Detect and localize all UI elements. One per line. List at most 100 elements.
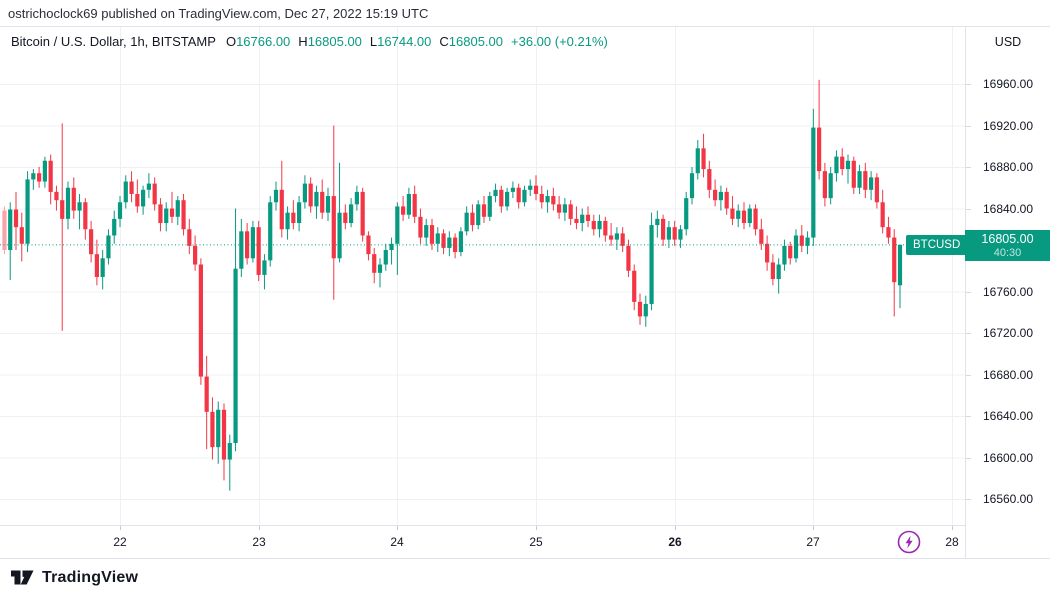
candle <box>793 229 799 263</box>
candle <box>285 206 290 240</box>
y-tick-label: 16560.00 <box>982 492 1034 506</box>
y-tick-mark <box>966 375 971 376</box>
candle <box>591 214 596 236</box>
candle <box>487 191 492 221</box>
x-tick-label: 22 <box>113 535 127 549</box>
candle <box>83 198 88 240</box>
candle <box>71 177 76 219</box>
candle <box>713 179 718 207</box>
symbol-title[interactable]: Bitcoin / U.S. Dollar, 1h, BITSTAMP <box>11 34 216 49</box>
tradingview-logo[interactable]: TradingView <box>10 568 138 587</box>
symbol-price-label: BTCUSD <box>906 235 968 255</box>
candle <box>233 208 238 452</box>
x-tick-label: 24 <box>390 535 404 549</box>
candle <box>510 181 515 199</box>
candle <box>799 225 804 253</box>
footer: TradingView <box>0 559 1050 600</box>
flash-icon-bolt <box>905 535 913 549</box>
candle <box>198 258 203 385</box>
candle <box>545 189 550 213</box>
y-tick-label: 16600.00 <box>982 451 1034 465</box>
candle <box>406 187 411 219</box>
candle <box>637 293 643 325</box>
candle <box>765 235 770 271</box>
candle <box>834 150 839 182</box>
candle <box>736 204 741 228</box>
candle <box>383 243 388 271</box>
candle <box>782 239 787 271</box>
candle <box>880 189 885 234</box>
last-price-value: 16805.00 <box>981 232 1034 246</box>
candle <box>845 154 851 184</box>
candle <box>279 160 284 238</box>
candle <box>886 216 891 244</box>
candle <box>505 187 510 211</box>
candle <box>874 173 879 209</box>
candle <box>146 173 151 199</box>
candle <box>181 193 186 236</box>
x-tick-mark <box>397 526 398 530</box>
time-axis[interactable]: 22 23 24 25 26 27 28 <box>0 525 966 558</box>
x-tick-label: 26 <box>668 535 682 549</box>
candle <box>65 181 71 230</box>
candle <box>100 250 105 290</box>
candle <box>516 183 521 209</box>
candle <box>493 183 498 203</box>
candle <box>770 254 775 286</box>
x-tick-label: 28 <box>945 535 959 549</box>
candle <box>522 185 527 207</box>
candle <box>354 185 359 211</box>
candle <box>741 202 747 230</box>
attribution-text: ostrichoclock69 published on TradingView… <box>8 6 429 21</box>
flash-icon[interactable] <box>896 529 922 555</box>
candle <box>551 187 556 211</box>
candle <box>828 167 833 205</box>
y-tick-label: 16720.00 <box>982 326 1034 340</box>
candle <box>256 220 261 282</box>
candle <box>141 185 146 215</box>
candle <box>135 179 140 213</box>
candle <box>476 200 481 230</box>
candle <box>822 162 827 207</box>
candle <box>788 241 793 265</box>
candle <box>851 156 856 194</box>
candle <box>429 218 435 250</box>
chart-area[interactable]: Bitcoin / U.S. Dollar, 1h, BITSTAMP O1676… <box>0 27 1050 559</box>
candle <box>718 185 723 211</box>
candle <box>169 191 175 224</box>
candle <box>805 231 810 255</box>
candle <box>464 206 469 236</box>
candle <box>331 125 336 300</box>
candle <box>117 196 123 228</box>
candle <box>747 204 752 228</box>
candle <box>366 231 371 261</box>
candle <box>441 229 446 255</box>
y-tick-mark <box>966 499 971 500</box>
candle <box>204 355 209 450</box>
candle <box>817 79 822 180</box>
candle <box>753 204 758 236</box>
high-value: 16805.00 <box>307 34 362 49</box>
candle <box>239 218 244 277</box>
candle <box>123 175 128 209</box>
candle <box>840 148 845 176</box>
candle <box>210 397 215 460</box>
chart-legend[interactable]: Bitcoin / U.S. Dollar, 1h, BITSTAMP O1676… <box>11 34 608 49</box>
candle <box>48 154 53 205</box>
candle <box>54 185 59 211</box>
x-tick-mark <box>952 526 953 530</box>
candle <box>614 227 619 250</box>
price-axis[interactable]: USD 16960.00 16920.00 16880.00 16840.00 1676… <box>965 27 1050 558</box>
y-tick-mark <box>966 458 971 459</box>
x-tick-mark <box>813 526 814 530</box>
price-chart-canvas[interactable] <box>0 27 965 525</box>
candle <box>528 179 533 197</box>
candle <box>175 196 180 226</box>
y-tick-label: 16840.00 <box>982 202 1034 216</box>
y-tick-mark <box>966 292 971 293</box>
candle <box>678 225 683 248</box>
candle <box>574 206 579 230</box>
candle <box>268 196 273 267</box>
candle <box>19 212 24 262</box>
candle <box>314 185 319 219</box>
